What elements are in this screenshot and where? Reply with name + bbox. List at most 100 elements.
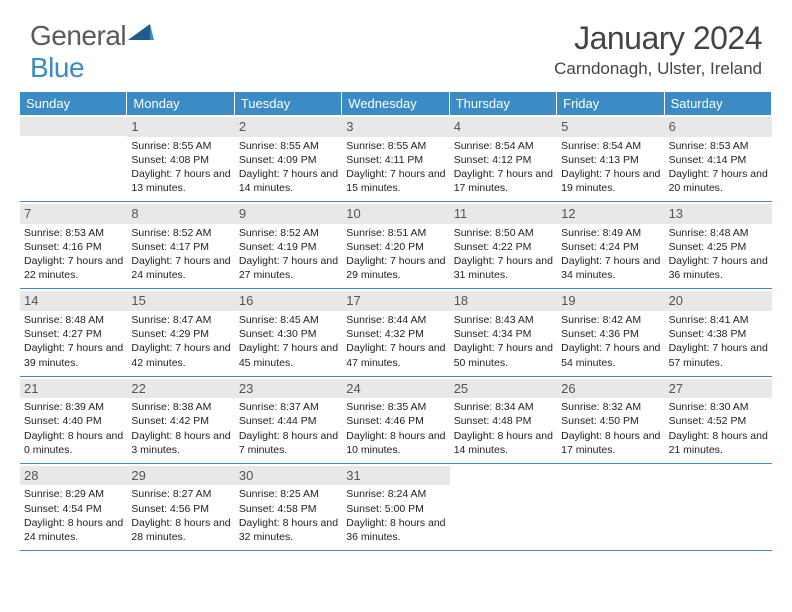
calendar-cell: 2Sunrise: 8:55 AMSunset: 4:09 PMDaylight…	[235, 115, 342, 202]
day-number: 9	[235, 204, 342, 224]
sunset-line: Sunset: 4:24 PM	[561, 240, 660, 254]
day-number: 21	[20, 379, 127, 399]
sunrise-line: Sunrise: 8:25 AM	[239, 487, 338, 501]
daylight-line: Daylight: 7 hours and 19 minutes.	[561, 167, 660, 195]
calendar-cell: 9 Sunrise: 8:52 AMSunset: 4:19 PMDaylight…	[235, 202, 342, 289]
sunset-line: Sunset: 4:50 PM	[561, 414, 660, 428]
calendar-cell: 29Sunrise: 8:27 AMSunset: 4:56 PMDayligh…	[127, 464, 234, 551]
calendar-cell: 17Sunrise: 8:44 AMSunset: 4:32 PMDayligh…	[342, 289, 449, 376]
sunset-line: Sunset: 4:11 PM	[346, 153, 445, 167]
daylight-line: Daylight: 7 hours and 31 minutes.	[454, 254, 553, 282]
calendar-cell: 6Sunrise: 8:53 AMSunset: 4:14 PMDaylight…	[665, 115, 772, 202]
daylight-line: Daylight: 8 hours and 32 minutes.	[239, 516, 338, 544]
sunrise-line: Sunrise: 8:48 AM	[24, 313, 123, 327]
sunset-line: Sunset: 4:40 PM	[24, 414, 123, 428]
daylight-line: Daylight: 8 hours and 36 minutes.	[346, 516, 445, 544]
daylight-line: Daylight: 7 hours and 20 minutes.	[669, 167, 768, 195]
daylight-line: Daylight: 7 hours and 42 minutes.	[131, 341, 230, 369]
daylight-line: Daylight: 8 hours and 3 minutes.	[131, 429, 230, 457]
sunrise-line: Sunrise: 8:24 AM	[346, 487, 445, 501]
sunrise-line: Sunrise: 8:27 AM	[131, 487, 230, 501]
calendar-cell: 10Sunrise: 8:51 AMSunset: 4:20 PMDayligh…	[342, 202, 449, 289]
daylight-line: Daylight: 7 hours and 13 minutes.	[131, 167, 230, 195]
sunrise-line: Sunrise: 8:54 AM	[561, 139, 660, 153]
sunrise-line: Sunrise: 8:55 AM	[131, 139, 230, 153]
sunset-line: Sunset: 4:56 PM	[131, 502, 230, 516]
page-header: General January 2024 Carndonagh, Ulster,…	[0, 0, 792, 84]
day-number: 15	[127, 291, 234, 311]
day-header-wednesday: Wednesday	[342, 92, 449, 115]
header-right: January 2024 Carndonagh, Ulster, Ireland	[554, 20, 762, 79]
sunrise-line: Sunrise: 8:54 AM	[454, 139, 553, 153]
daylight-line: Daylight: 8 hours and 21 minutes.	[669, 429, 768, 457]
calendar-cell: 4Sunrise: 8:54 AMSunset: 4:12 PMDaylight…	[450, 115, 557, 202]
sunset-line: Sunset: 4:54 PM	[24, 502, 123, 516]
daylight-line: Daylight: 8 hours and 0 minutes.	[24, 429, 123, 457]
sunrise-line: Sunrise: 8:55 AM	[239, 139, 338, 153]
sunset-line: Sunset: 4:19 PM	[239, 240, 338, 254]
sunset-line: Sunset: 4:17 PM	[131, 240, 230, 254]
sunset-line: Sunset: 4:52 PM	[669, 414, 768, 428]
daylight-line: Daylight: 7 hours and 27 minutes.	[239, 254, 338, 282]
daylight-line: Daylight: 7 hours and 47 minutes.	[346, 341, 445, 369]
calendar-cell: 14Sunrise: 8:48 AMSunset: 4:27 PMDayligh…	[20, 289, 127, 376]
daylight-line: Daylight: 7 hours and 54 minutes.	[561, 341, 660, 369]
day-number: 22	[127, 379, 234, 399]
sunset-line: Sunset: 4:13 PM	[561, 153, 660, 167]
calendar-cell: 26Sunrise: 8:32 AMSunset: 4:50 PMDayligh…	[557, 377, 664, 464]
day-number: 2	[235, 117, 342, 137]
sunrise-line: Sunrise: 8:38 AM	[131, 400, 230, 414]
location-text: Carndonagh, Ulster, Ireland	[554, 59, 762, 79]
sunrise-line: Sunrise: 8:42 AM	[561, 313, 660, 327]
day-header-thursday: Thursday	[450, 92, 557, 115]
logo-text-general: General	[30, 20, 126, 52]
day-number: 24	[342, 379, 449, 399]
calendar-cell: 16Sunrise: 8:45 AMSunset: 4:30 PMDayligh…	[235, 289, 342, 376]
calendar-cell: 24Sunrise: 8:35 AMSunset: 4:46 PMDayligh…	[342, 377, 449, 464]
sunset-line: Sunset: 4:44 PM	[239, 414, 338, 428]
day-header-tuesday: Tuesday	[235, 92, 342, 115]
sunset-line: Sunset: 4:29 PM	[131, 327, 230, 341]
sunrise-line: Sunrise: 8:37 AM	[239, 400, 338, 414]
sunrise-line: Sunrise: 8:45 AM	[239, 313, 338, 327]
daylight-line: Daylight: 8 hours and 17 minutes.	[561, 429, 660, 457]
sunrise-line: Sunrise: 8:32 AM	[561, 400, 660, 414]
calendar-cell: 12Sunrise: 8:49 AMSunset: 4:24 PMDayligh…	[557, 202, 664, 289]
logo-blue-wrap: Blue	[30, 52, 84, 84]
sunrise-line: Sunrise: 8:52 AM	[131, 226, 230, 240]
daylight-line: Daylight: 7 hours and 36 minutes.	[669, 254, 768, 282]
daylight-line: Daylight: 7 hours and 57 minutes.	[669, 341, 768, 369]
day-number: 1	[127, 117, 234, 137]
calendar-cell: 30Sunrise: 8:25 AMSunset: 4:58 PMDayligh…	[235, 464, 342, 551]
sunset-line: Sunset: 4:25 PM	[669, 240, 768, 254]
sunrise-line: Sunrise: 8:35 AM	[346, 400, 445, 414]
day-number: 26	[557, 379, 664, 399]
sunset-line: Sunset: 4:09 PM	[239, 153, 338, 167]
daylight-line: Daylight: 7 hours and 15 minutes.	[346, 167, 445, 195]
day-number: 27	[665, 379, 772, 399]
daylight-line: Daylight: 7 hours and 17 minutes.	[454, 167, 553, 195]
calendar-cell: 28Sunrise: 8:29 AMSunset: 4:54 PMDayligh…	[20, 464, 127, 551]
logo: General	[30, 20, 156, 52]
sunrise-line: Sunrise: 8:48 AM	[669, 226, 768, 240]
daylight-line: Daylight: 8 hours and 10 minutes.	[346, 429, 445, 457]
calendar-cell: 22Sunrise: 8:38 AMSunset: 4:42 PMDayligh…	[127, 377, 234, 464]
sunset-line: Sunset: 4:12 PM	[454, 153, 553, 167]
month-title: January 2024	[554, 20, 762, 57]
daylight-line: Daylight: 7 hours and 24 minutes.	[131, 254, 230, 282]
calendar-cell: 21Sunrise: 8:39 AMSunset: 4:40 PMDayligh…	[20, 377, 127, 464]
sunrise-line: Sunrise: 8:52 AM	[239, 226, 338, 240]
logo-text-blue: Blue	[30, 52, 84, 83]
sunrise-line: Sunrise: 8:29 AM	[24, 487, 123, 501]
day-number: 17	[342, 291, 449, 311]
calendar-cell: 19Sunrise: 8:42 AMSunset: 4:36 PMDayligh…	[557, 289, 664, 376]
day-number: 12	[557, 204, 664, 224]
day-number: 28	[20, 466, 127, 486]
day-number: 20	[665, 291, 772, 311]
sunrise-line: Sunrise: 8:43 AM	[454, 313, 553, 327]
daylight-line: Daylight: 7 hours and 50 minutes.	[454, 341, 553, 369]
sunset-line: Sunset: 4:08 PM	[131, 153, 230, 167]
day-number: 29	[127, 466, 234, 486]
sunset-line: Sunset: 4:38 PM	[669, 327, 768, 341]
sunrise-line: Sunrise: 8:49 AM	[561, 226, 660, 240]
